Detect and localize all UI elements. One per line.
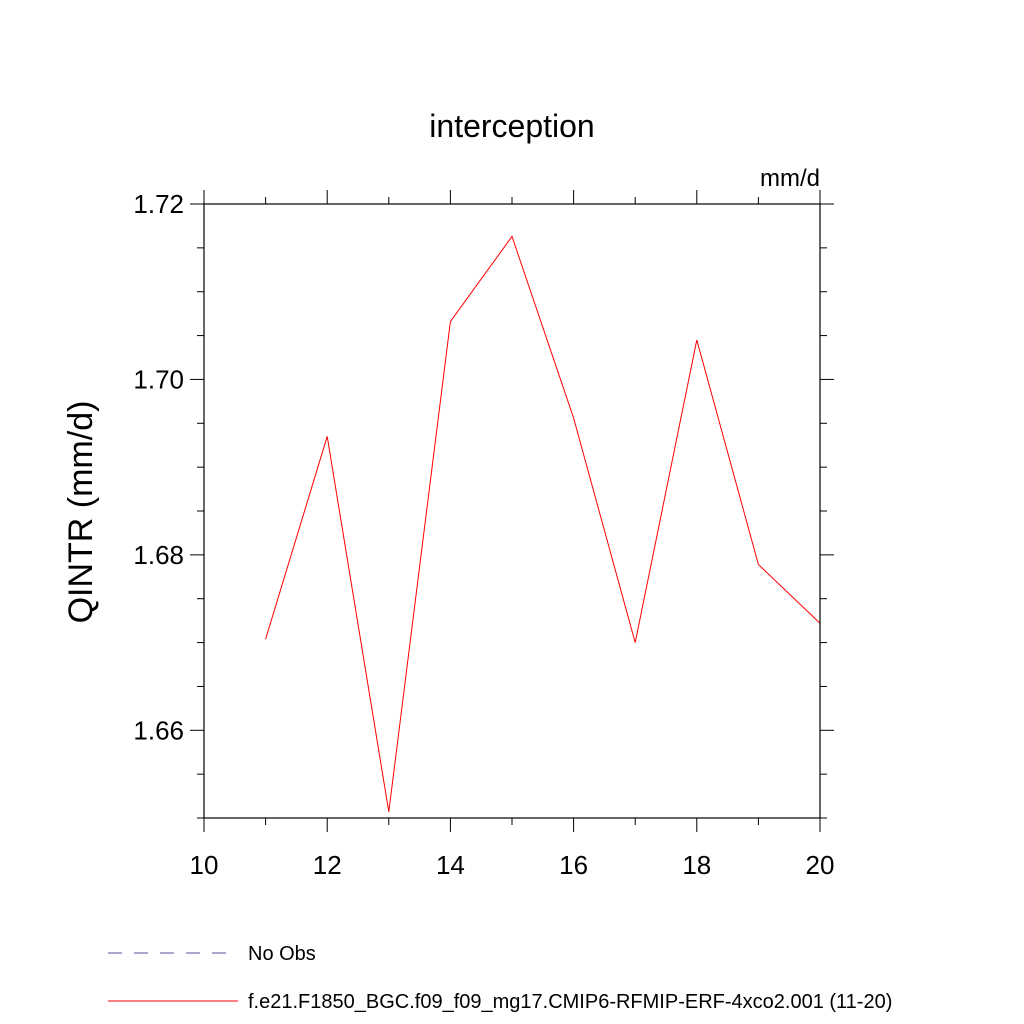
x-tick-label: 10 bbox=[190, 850, 219, 880]
major-ticks bbox=[190, 190, 834, 832]
x-tick-label: 20 bbox=[806, 850, 835, 880]
x-tick-label: 16 bbox=[559, 850, 588, 880]
legend: No Obs f.e21.F1850_BGC.f09_f09_mg17.CMIP… bbox=[108, 943, 892, 1013]
series-layer bbox=[265, 235, 821, 812]
chart-title: interception bbox=[429, 108, 594, 144]
units-label: mm/d bbox=[760, 165, 820, 192]
legend-label-model: f.e21.F1850_BGC.f09_f09_mg17.CMIP6-RFMIP… bbox=[248, 991, 892, 1013]
y-tick-label: 1.66 bbox=[133, 715, 184, 745]
plot-frame bbox=[203, 203, 821, 819]
y-tick-label: 1.72 bbox=[133, 189, 184, 219]
minor-ticks bbox=[197, 197, 827, 825]
tick-labels: 10 12 14 16 18 20 1.66 1.68 1.70 1.72 bbox=[133, 189, 834, 880]
x-tick-label: 14 bbox=[436, 850, 465, 880]
x-tick-label: 18 bbox=[682, 850, 711, 880]
y-tick-label: 1.70 bbox=[133, 364, 184, 394]
y-tick-label: 1.68 bbox=[133, 540, 184, 570]
legend-label-no-obs: No Obs bbox=[248, 943, 316, 965]
x-tick-label: 12 bbox=[313, 850, 342, 880]
series-line-0 bbox=[265, 235, 821, 812]
y-axis-label: QINTR (mm/d) bbox=[62, 401, 100, 624]
